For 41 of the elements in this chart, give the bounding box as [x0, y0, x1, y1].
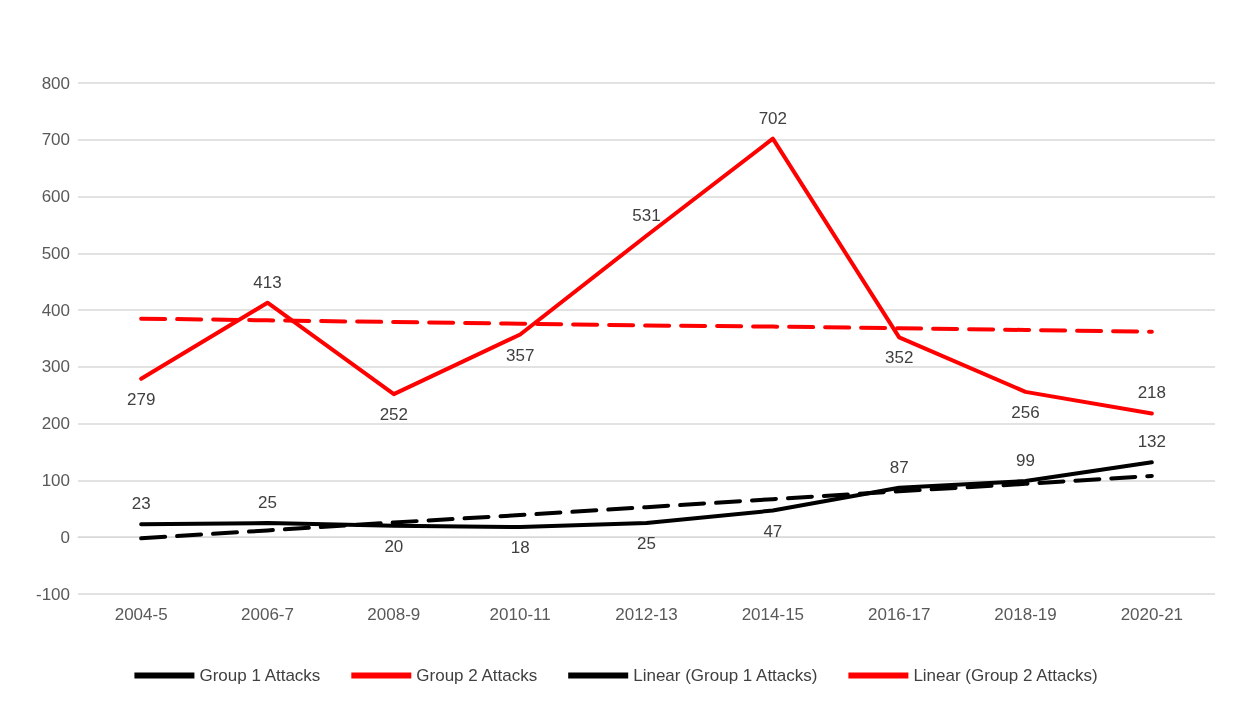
legend-label: Group 2 Attacks: [416, 666, 538, 685]
y-tick-label: 500: [41, 243, 70, 263]
y-tick-label: 100: [41, 470, 70, 490]
x-tick-label: 2014-15: [741, 605, 805, 624]
data-label: 352: [884, 348, 914, 368]
data-label: 18: [510, 538, 530, 557]
y-tick-label: 600: [41, 187, 70, 207]
data-label: 47: [763, 521, 783, 541]
y-tick-label: -100: [35, 584, 70, 604]
data-label: 25: [637, 534, 656, 554]
x-tick-label: 2016-17: [867, 605, 931, 624]
x-tick-label: 2012-13: [615, 605, 678, 624]
y-tick-label: 300: [41, 357, 70, 377]
data-label: 357: [505, 345, 535, 365]
data-label: 132: [1137, 432, 1167, 452]
data-label: 87: [889, 457, 909, 477]
data-label: 252: [379, 405, 409, 425]
legend-label: Linear (Group 1 Attacks): [633, 666, 818, 685]
data-label: 218: [1137, 383, 1167, 403]
x-tick-label: 2004-5: [114, 605, 168, 624]
x-tick-label: 2010-11: [489, 605, 551, 624]
data-label: 99: [1016, 451, 1035, 471]
legend-label: Linear (Group 2 Attacks): [913, 666, 1098, 685]
x-tick-label: 2008-9: [367, 605, 421, 624]
y-tick-label: 0: [60, 527, 70, 547]
data-label: 256: [1011, 402, 1040, 422]
y-tick-label: 700: [41, 130, 70, 150]
y-tick-label: 800: [41, 73, 70, 93]
data-label: 20: [384, 536, 404, 556]
x-tick-label: 2018-19: [994, 605, 1057, 624]
data-label: 531: [632, 205, 661, 225]
data-label: 702: [758, 108, 788, 128]
y-tick-label: 200: [41, 414, 70, 434]
y-tick-label: 400: [41, 300, 70, 320]
x-tick-label: 2006-7: [241, 605, 294, 624]
data-label: 279: [126, 389, 156, 409]
data-label: 25: [258, 493, 277, 513]
x-tick-label: 2020-21: [1120, 605, 1184, 624]
data-label: 413: [253, 272, 282, 292]
data-label: 23: [131, 494, 151, 514]
legend-label: Group 1 Attacks: [199, 666, 321, 685]
